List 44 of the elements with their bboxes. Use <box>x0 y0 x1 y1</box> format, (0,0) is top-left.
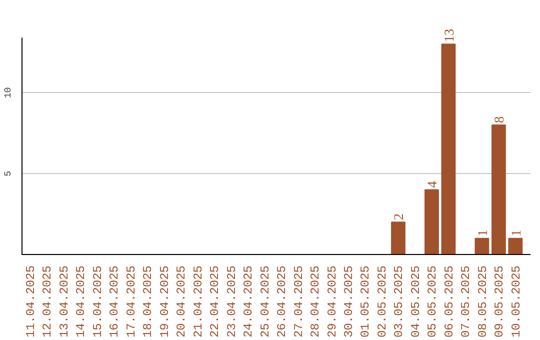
x-tick-label: 07.05.2025 <box>459 265 474 338</box>
x-tick-label: 20.04.2025 <box>174 265 189 338</box>
data-label: 1 <box>508 230 524 236</box>
y-tick-label: 5 <box>2 170 14 176</box>
bar <box>424 189 439 254</box>
x-tick-label: 05.05.2025 <box>426 265 440 338</box>
x-tick-label: 16.04.2025 <box>108 265 122 338</box>
bar <box>441 44 456 254</box>
y-tick-label: 10 <box>2 86 14 98</box>
bar <box>508 238 523 254</box>
bar <box>391 222 406 254</box>
x-tick-label: 26.04.2025 <box>275 265 290 338</box>
x-tick-label: 30.04.2025 <box>342 265 356 338</box>
x-tick-label: 01.05.2025 <box>358 265 373 338</box>
x-tick-label: 02.05.2025 <box>375 265 390 338</box>
x-tick-label: 22.04.2025 <box>208 265 222 338</box>
x-tick-label: 09.05.2025 <box>492 265 507 338</box>
x-tick-label: 10.05.2025 <box>509 265 524 338</box>
x-tick-label: 23.04.2025 <box>224 265 239 338</box>
x-tick-label: 08.05.2025 <box>476 265 490 338</box>
x-tick-label: 21.04.2025 <box>191 265 206 338</box>
x-tick-label: 24.04.2025 <box>242 265 256 338</box>
bar <box>474 238 490 254</box>
bar <box>491 124 506 254</box>
x-tick-label: 03.05.2025 <box>392 265 406 338</box>
x-tick-label: 29.04.2025 <box>325 265 340 338</box>
x-tick-label: 11.04.2025 <box>24 265 38 338</box>
x-tick-label: 27.04.2025 <box>292 265 306 338</box>
x-tick-label: 17.04.2025 <box>124 265 138 338</box>
x-tick-label: 13.04.2025 <box>57 265 72 338</box>
x-tick-label: 19.04.2025 <box>158 265 172 338</box>
x-tick-label: 28.04.2025 <box>308 265 323 338</box>
x-tick-label: 15.04.2025 <box>90 265 105 338</box>
data-label: 1 <box>474 230 490 236</box>
x-tick-label: 18.04.2025 <box>141 265 156 338</box>
x-tick-label: 12.04.2025 <box>40 265 55 338</box>
data-label: 2 <box>391 213 406 220</box>
data-label: 8 <box>492 116 507 124</box>
x-tick-label: 25.04.2025 <box>258 265 272 338</box>
x-tick-label: 04.05.2025 <box>408 265 423 338</box>
data-label: 13 <box>441 28 456 42</box>
x-tick-label: 06.05.2025 <box>442 265 456 338</box>
data-label: 4 <box>424 180 440 188</box>
x-tick-label: 14.04.2025 <box>74 265 88 338</box>
